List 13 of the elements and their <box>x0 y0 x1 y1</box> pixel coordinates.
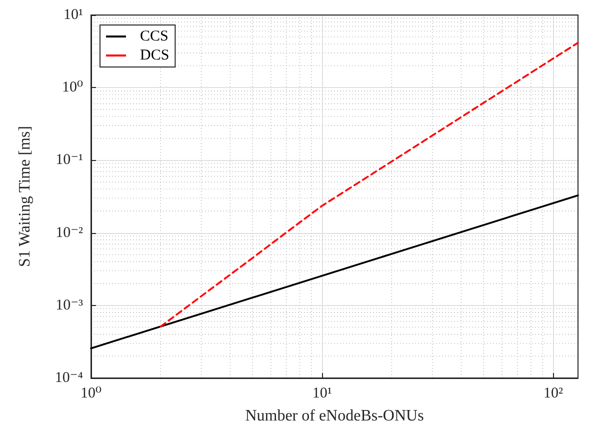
x-tick-label: 10² <box>543 386 564 402</box>
y-tick-label: 10⁻² <box>56 224 84 241</box>
y-tick-label: 10⁰ <box>62 80 83 96</box>
x-tick-label: 10⁰ <box>80 386 102 402</box>
y-axis-title: S1 Waiting Time [ms] <box>16 126 34 268</box>
y-tick-label: 10¹ <box>64 7 83 23</box>
legend-label: CCS <box>140 28 168 44</box>
x-tick-label: 10¹ <box>312 386 332 402</box>
legend-label: DCS <box>140 48 170 64</box>
y-tick-label: 10⁻³ <box>56 297 84 314</box>
y-tick-label: 10⁻⁴ <box>54 370 83 386</box>
x-axis-title: Number of eNodeBs-ONUs <box>245 408 424 424</box>
y-tick-label: 10⁻¹ <box>56 152 83 168</box>
